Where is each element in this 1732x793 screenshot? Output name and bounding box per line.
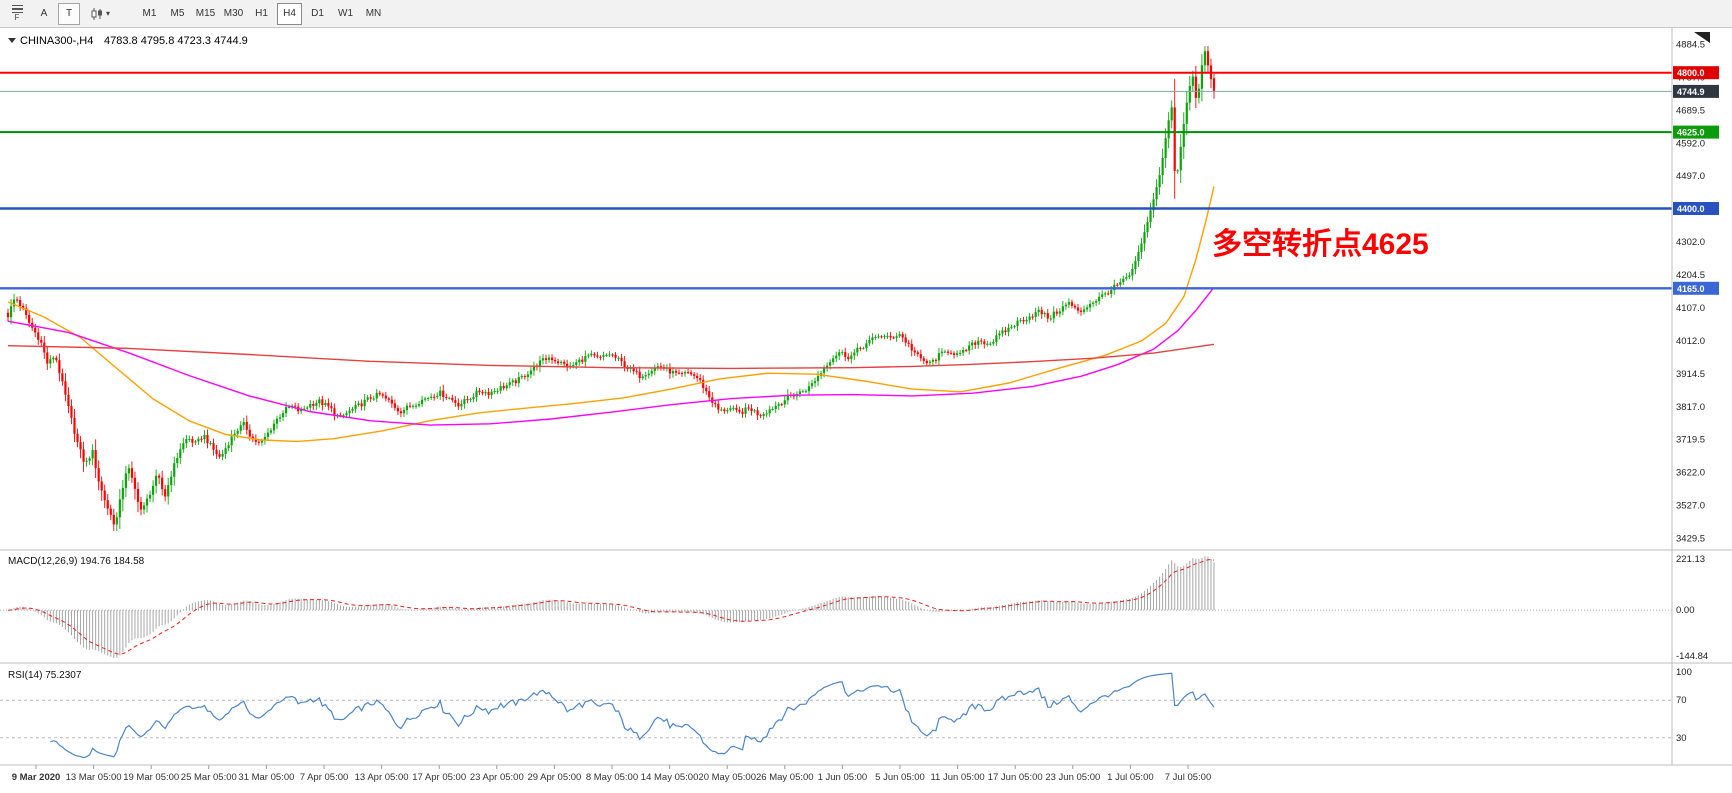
- price-tick-label: 3429.5: [1676, 534, 1705, 545]
- timeframe-d1[interactable]: D1: [311, 8, 324, 19]
- chevron-down-icon: ▾: [105, 9, 110, 18]
- ma-red: [7, 343, 1215, 370]
- price-tick-label: 3817.0: [1676, 402, 1705, 413]
- horizontal-lines-layer[interactable]: [0, 71, 1672, 290]
- time-tick-label: 13 Mar 05:00: [66, 772, 122, 783]
- price-badge-label: 4744.9: [1677, 87, 1705, 97]
- expand-arrow-icon[interactable]: [8, 38, 16, 43]
- macd-indicator: 221.13 0.00 -144.84: [0, 554, 1708, 662]
- rsi-axis-label: 30: [1676, 733, 1687, 744]
- time-tick-label: 20 May 05:00: [698, 772, 756, 783]
- price-badge-4744.9: [1673, 84, 1719, 98]
- rsi-label: RSI(14) 75.2307: [8, 670, 82, 681]
- rsi-indicator: 100 70 30: [0, 667, 1692, 759]
- price-badge-label: 4625.0: [1677, 128, 1705, 138]
- price-badge-4165.0: [1673, 281, 1719, 295]
- time-tick-label: 31 Mar 05:00: [238, 772, 294, 783]
- time-tick-label: 23 Jun 05:00: [1045, 772, 1100, 783]
- time-axis-labels: 9 Mar 2020 13 Mar 05:00 19 Mar 05:00 25 Mar…: [12, 765, 1211, 783]
- pointer-tool-button[interactable]: A: [40, 8, 48, 19]
- price-badge-4625.0: [1673, 125, 1719, 139]
- chart-title: CHINA300-,H4: [20, 35, 93, 47]
- price-axis-labels: 4884.54787.04689.54592.04497.04399.54302…: [1676, 40, 1705, 545]
- annotation-text[interactable]: 多空转折点4625: [1212, 228, 1429, 261]
- time-tick-label: 13 Apr 05:00: [355, 772, 409, 783]
- price-tick-label: 4302.0: [1676, 237, 1705, 248]
- moving-averages-layer: [7, 186, 1215, 443]
- menu-icon: [11, 4, 23, 14]
- price-tick-label: 4497.0: [1676, 171, 1705, 182]
- timeframe-h4[interactable]: H4: [277, 2, 302, 25]
- rsi-axis-label: 100: [1676, 667, 1692, 678]
- price-tick-label: 3719.5: [1676, 435, 1705, 446]
- timeframe-m5[interactable]: M5: [170, 8, 185, 19]
- macd-axis-label: 0.00: [1676, 605, 1695, 616]
- price-badge-4400.0: [1673, 201, 1719, 215]
- ma-magenta: [7, 286, 1215, 426]
- menu-button[interactable]: F: [4, 3, 30, 25]
- time-tick-label: 1 Jul 05:00: [1107, 772, 1153, 783]
- price-tick-label: 3527.0: [1676, 501, 1705, 512]
- price-tick-label: 4689.5: [1676, 105, 1705, 116]
- macd-axis-label: 221.13: [1676, 554, 1705, 565]
- candlestick-series: [6, 46, 1216, 532]
- time-tick-label: 19 Mar 05:00: [123, 772, 179, 783]
- price-tick-label: 4204.5: [1676, 270, 1705, 281]
- menu-sub-label: F: [14, 13, 20, 23]
- time-tick-label: 11 Jun 05:00: [930, 772, 984, 783]
- time-tick-label: 17 Apr 05:00: [412, 772, 466, 783]
- time-tick-label: 17 Jun 05:00: [988, 772, 1043, 783]
- price-tick-label: 3914.5: [1676, 369, 1705, 380]
- ma-orange: [7, 186, 1215, 443]
- rsi-axis-label: 70: [1676, 695, 1687, 706]
- timeframe-m15[interactable]: M15: [195, 8, 216, 19]
- price-tick-label: 4012.0: [1676, 336, 1705, 347]
- macd-axis-label: -144.84: [1676, 651, 1708, 662]
- macd-label: MACD(12,26,9) 194.76 184.58: [8, 556, 145, 567]
- time-tick-label: 8 May 05:00: [586, 772, 638, 783]
- candlestick-chart-icon: [91, 7, 102, 20]
- price-badge-label: 4800.0: [1677, 68, 1705, 78]
- price-tick-label: 4107.0: [1676, 303, 1705, 314]
- time-tick-label: 26 May 05:00: [756, 772, 814, 783]
- time-tick-label: 23 Apr 05:00: [470, 772, 524, 783]
- timeframe-w1[interactable]: W1: [338, 8, 353, 19]
- time-tick-label: 9 Mar 2020: [12, 772, 61, 783]
- price-badge-label: 4400.0: [1677, 204, 1705, 214]
- time-tick-label: 29 Apr 05:00: [527, 772, 581, 783]
- price-tick-label: 4884.5: [1676, 40, 1705, 51]
- time-tick-label: 7 Apr 05:00: [300, 772, 349, 783]
- chart-type-dropdown[interactable]: ▾: [83, 3, 117, 25]
- timeframe-m30[interactable]: M30: [223, 8, 244, 19]
- chart-ohlc: 4783.8 4795.8 4723.3 4744.9: [104, 35, 248, 47]
- timeframe-m1[interactable]: M1: [142, 8, 157, 19]
- price-badges: 4800.0 4744.9 4625.0 4400.0 4165.0: [1673, 66, 1719, 295]
- time-tick-label: 5 Jun 05:00: [875, 772, 925, 783]
- time-tick-label: 1 Jun 05:00: [818, 772, 868, 783]
- toolbar: F A T ▾ M1 M5 M15 M30 H1 H4 D1 W1 MN: [0, 0, 1732, 28]
- time-tick-label: 25 Mar 05:00: [181, 772, 237, 783]
- price-tick-label: 3622.0: [1676, 468, 1705, 479]
- timeframe-h1[interactable]: H1: [255, 8, 268, 19]
- chart-canvas[interactable]: 4884.54787.04689.54592.04497.04399.54302…: [0, 28, 1732, 793]
- scroll-to-end-icon[interactable]: [1694, 32, 1710, 43]
- price-badge-label: 4165.0: [1677, 284, 1705, 294]
- price-badge-4800.0: [1673, 66, 1719, 80]
- price-tick-label: 4592.0: [1676, 138, 1705, 149]
- panel-dividers: [0, 28, 1732, 766]
- text-tool-button[interactable]: T: [58, 2, 80, 25]
- time-tick-label: 7 Jul 05:00: [1165, 772, 1211, 783]
- timeframe-mn[interactable]: MN: [365, 8, 382, 19]
- time-tick-label: 14 May 05:00: [641, 772, 699, 783]
